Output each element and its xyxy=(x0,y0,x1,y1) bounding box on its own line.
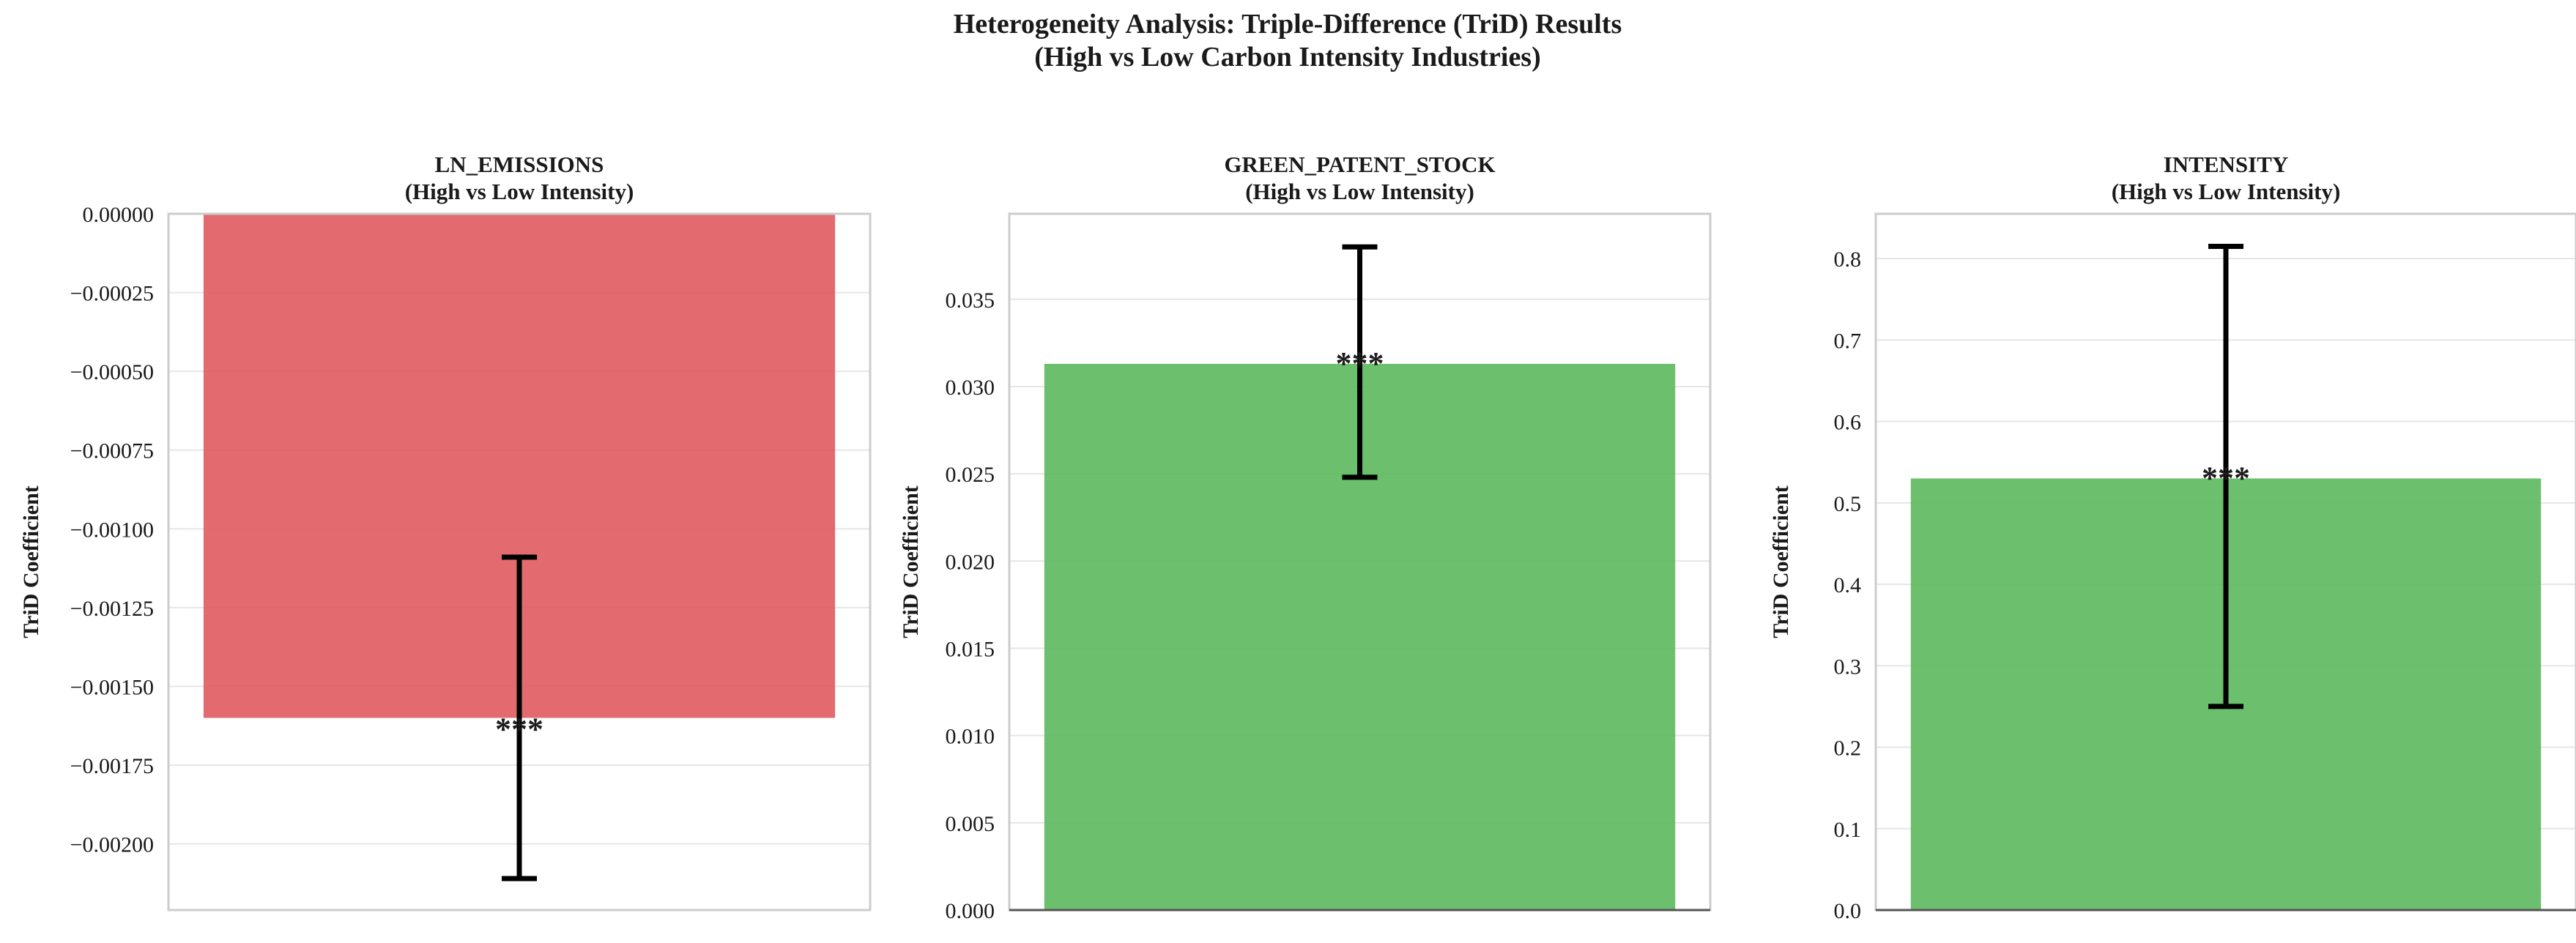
y-axis-label: TriD Coefficient xyxy=(19,485,43,638)
panel-title: LN_EMISSIONS xyxy=(435,152,604,177)
y-axis-label: TriD Coefficient xyxy=(899,485,923,638)
y-tick-label: −0.00150 xyxy=(70,675,154,699)
y-tick-label: −0.00075 xyxy=(70,439,154,463)
y-tick-label: 0.015 xyxy=(946,637,995,661)
y-tick-label: −0.00175 xyxy=(70,754,154,778)
chart-panels: *** 0.00000 −0.00025 −0.00050 −0.00075 −0.001… xyxy=(19,152,2576,923)
y-tick-label: 0.005 xyxy=(946,812,995,836)
y-tick-label: 0.3 xyxy=(1834,655,1862,679)
y-tick-label: 0.8 xyxy=(1834,247,1862,272)
y-tick-label: 0.025 xyxy=(946,463,995,487)
y-tick-label: 0.1 xyxy=(1834,818,1862,842)
panel-3: *** 0.0 0.1 0.2 0.3 0.4 0.5 0.6 0.7 0.8 INTENSITY(… xyxy=(1769,152,2576,923)
y-tick-label: −0.00100 xyxy=(70,518,154,542)
panel-1: *** 0.00000 −0.00025 −0.00050 −0.00075 −0.001… xyxy=(19,152,872,912)
y-tick-label: 0.00000 xyxy=(83,203,155,227)
panel-title: GREEN_PATENT_STOCK xyxy=(1224,152,1495,177)
y-tick-label: 0.010 xyxy=(946,725,995,749)
panel-subtitle: (High vs Low Intensity) xyxy=(2112,179,2341,204)
y-tick-label: 0.5 xyxy=(1834,492,1862,516)
y-tick-label: 0.035 xyxy=(946,288,995,313)
y-tick-label: 0.030 xyxy=(946,376,995,400)
panel-subtitle: (High vs Low Intensity) xyxy=(1245,179,1474,204)
significance-label: *** xyxy=(1336,346,1384,381)
y-tick-label: −0.00025 xyxy=(70,282,154,306)
panel-subtitle: (High vs Low Intensity) xyxy=(405,179,634,204)
y-tick-label: 0.020 xyxy=(946,550,995,574)
y-tick-label: 0.0 xyxy=(1834,899,1862,923)
y-tick-label: −0.00125 xyxy=(70,597,154,621)
significance-label: *** xyxy=(495,712,543,748)
panel-title: INTENSITY xyxy=(2164,152,2289,177)
y-tick-label: −0.00050 xyxy=(70,360,154,384)
plot-frame xyxy=(167,212,872,912)
figure-title-line2: (High vs Low Carbon Intensity Industries… xyxy=(1034,42,1541,72)
significance-label: *** xyxy=(2202,460,2250,496)
y-tick-label: 0.000 xyxy=(946,899,995,923)
y-tick-label: −0.00200 xyxy=(70,833,154,857)
y-tick-label: 0.2 xyxy=(1834,737,1862,761)
y-tick-label: 0.7 xyxy=(1834,329,1862,353)
y-axis-label: TriD Coefficient xyxy=(1769,485,1793,638)
figure-title-line1: Heterogeneity Analysis: Triple-Differenc… xyxy=(954,9,1622,40)
y-tick-label: 0.4 xyxy=(1834,573,1862,597)
y-tick-label: 0.6 xyxy=(1834,411,1862,435)
panel-2: *** 0.000 0.005 0.010 0.015 0.020 0.025 0.030 0.… xyxy=(899,152,1712,923)
